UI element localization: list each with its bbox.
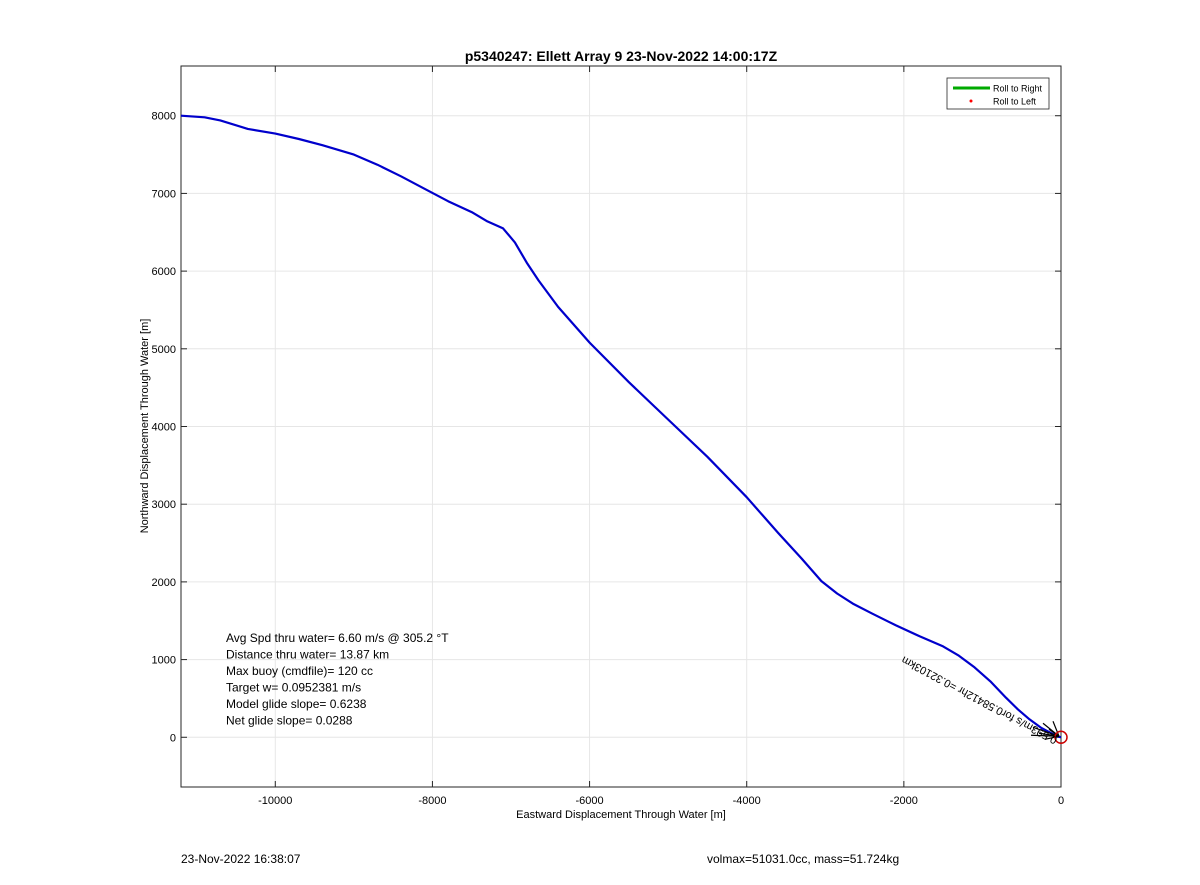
stats-line: Max buoy (cmdfile)= 120 cc <box>226 664 373 678</box>
y-tick-label: 5000 <box>152 344 176 356</box>
x-tick-label: -2000 <box>890 795 918 807</box>
arrow <box>1048 728 1060 737</box>
y-tick-label: 7000 <box>152 188 176 200</box>
x-tick-label: -4000 <box>733 795 761 807</box>
y-tick-label: 2000 <box>152 577 176 589</box>
x-tick-label: -10000 <box>258 795 292 807</box>
x-tick-label: -8000 <box>418 795 446 807</box>
stats-line: Net glide slope= 0.0288 <box>226 714 353 728</box>
legend: Roll to Right Roll to Left <box>946 77 1050 110</box>
x-tick-label: 0 <box>1058 795 1064 807</box>
legend-label: Roll to Left <box>993 97 1037 107</box>
y-tick-label: 3000 <box>152 499 176 511</box>
arrow <box>1052 721 1060 737</box>
arrow <box>1030 734 1060 737</box>
y-tick-label: 4000 <box>152 422 176 434</box>
stats-line: Distance thru water= 13.87 km <box>226 648 389 662</box>
stats-annotations: Avg Spd thru water= 6.60 m/s @ 305.2 °T D… <box>226 631 449 728</box>
series-line <box>180 114 1062 739</box>
arrow <box>1044 735 1060 740</box>
grid <box>181 66 1062 787</box>
x-tick-labels: -10000 -8000 -6000 -4000 -2000 0 <box>258 795 1064 807</box>
y-tick-label: 8000 <box>152 111 176 123</box>
stats-line: Target w= 0.0952381 m/s <box>226 681 361 695</box>
x-axis-label: Eastward Displacement Through Water [m] <box>516 809 726 821</box>
arrow <box>1032 726 1060 737</box>
y-tick-label: 1000 <box>152 655 176 667</box>
legend-label: Roll to Right <box>993 84 1043 94</box>
x-tick-label: -6000 <box>576 795 604 807</box>
series-group <box>180 114 1062 739</box>
y-axis-label: Northward Displacement Through Water [m] <box>139 319 151 534</box>
stats-line: Avg Spd thru water= 6.60 m/s @ 305.2 °T <box>226 631 449 645</box>
footer-timestamp: 23-Nov-2022 16:38:07 <box>181 852 301 866</box>
chart-title: p5340247: Ellett Array 9 23-Nov-2022 14:… <box>465 48 778 64</box>
stats-line: Model glide slope= 0.6238 <box>226 697 367 711</box>
end-marker <box>1054 730 1068 745</box>
y-tick-labels: 0 1000 2000 3000 4000 5000 6000 7000 8000 <box>152 111 176 745</box>
legend-swatch <box>969 99 973 103</box>
axis-ticks <box>181 66 1062 787</box>
y-tick-label: 0 <box>170 732 176 744</box>
y-tick-label: 6000 <box>152 266 176 278</box>
footer-stats: volmax=51031.0cc, mass=51.724kg <box>707 852 900 866</box>
legend-box <box>946 77 1050 110</box>
